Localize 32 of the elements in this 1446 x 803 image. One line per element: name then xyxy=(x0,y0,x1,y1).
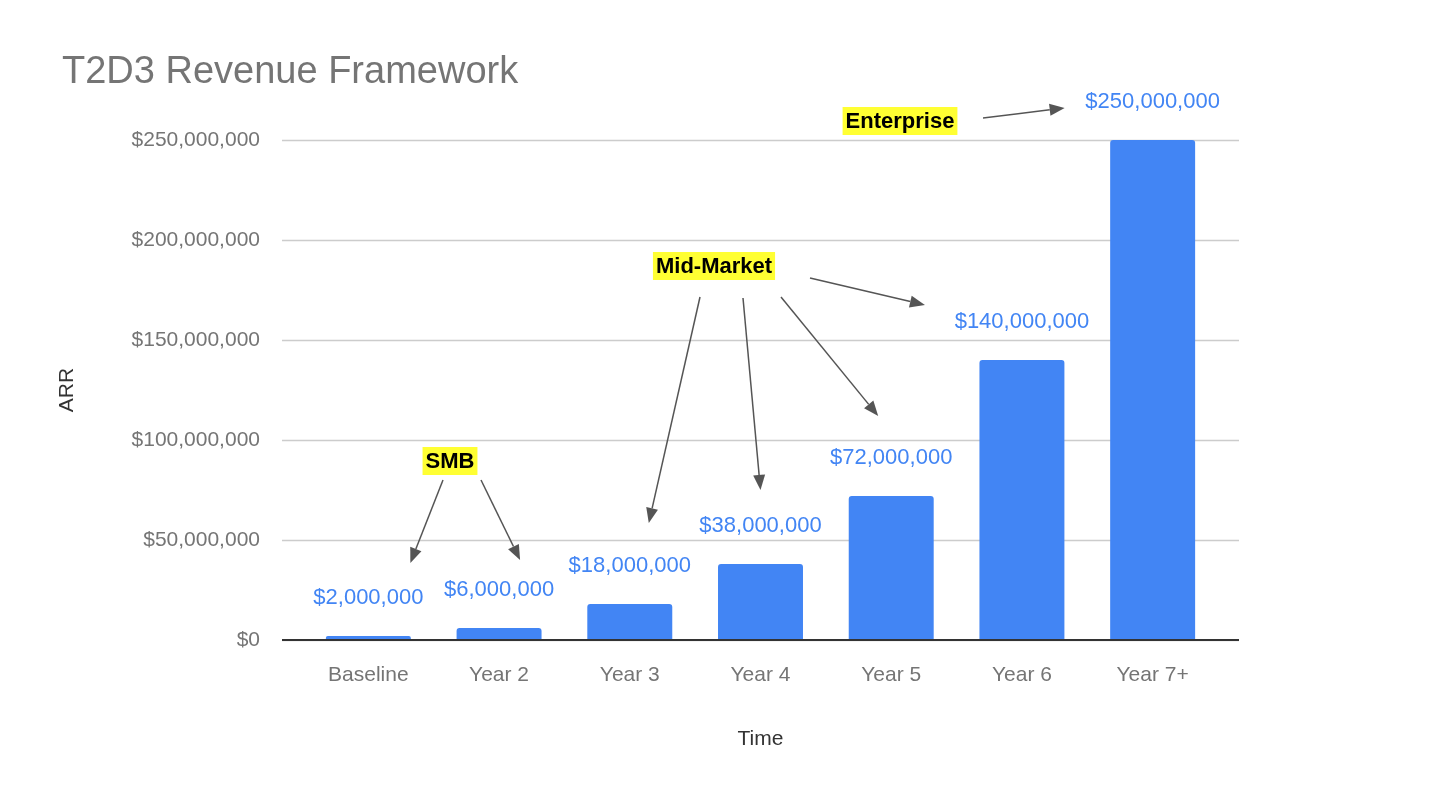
x-tick-label: Baseline xyxy=(328,662,409,686)
data-label: $140,000,000 xyxy=(954,308,1090,333)
bar xyxy=(718,564,803,640)
x-tick-label: Year 4 xyxy=(730,662,791,686)
data-label: $38,000,000 xyxy=(699,512,822,537)
chart-title: T2D3 Revenue Framework xyxy=(62,49,520,92)
x-tick-label: Year 5 xyxy=(861,662,922,686)
data-label: $6,000,000 xyxy=(444,576,555,601)
annotation: Mid-Market xyxy=(655,253,773,279)
bar xyxy=(456,628,542,640)
x-tick-label: Year 7+ xyxy=(1116,662,1189,686)
bar xyxy=(1110,140,1196,640)
annotation: SMB xyxy=(425,448,475,474)
x-tick-label: Year 2 xyxy=(469,662,530,686)
text: Enterprise xyxy=(845,108,955,134)
y-tick-label: $150,000,000 xyxy=(131,326,260,350)
data-label: $2,000,000 xyxy=(313,584,424,609)
data-label: $18,000,000 xyxy=(568,552,691,577)
y-tick-label: $100,000,000 xyxy=(131,426,260,450)
x-tick-label: Year 3 xyxy=(599,662,660,686)
y-tick-label: $250,000,000 xyxy=(131,126,260,150)
data-label: $250,000,000 xyxy=(1085,88,1220,113)
bar xyxy=(587,604,673,640)
x-tick-label: Year 6 xyxy=(991,662,1052,686)
y-tick-label: $50,000,000 xyxy=(143,526,260,550)
y-tick-label: $200,000,000 xyxy=(131,226,260,250)
y-tick-label: $0 xyxy=(236,626,260,650)
y-axis-title: ARR xyxy=(54,367,78,413)
x-axis-title: Time xyxy=(737,726,784,750)
data-label: $72,000,000 xyxy=(830,444,953,469)
bar xyxy=(848,496,934,640)
bar xyxy=(979,360,1065,640)
